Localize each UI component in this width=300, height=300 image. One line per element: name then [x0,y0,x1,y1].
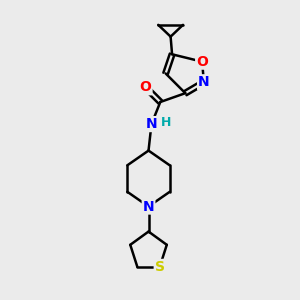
Text: H: H [161,116,171,129]
Text: N: N [198,75,210,89]
Text: N: N [146,117,157,131]
Text: N: N [143,200,154,214]
Text: S: S [155,260,165,274]
Text: O: O [196,55,208,69]
Text: O: O [140,80,152,94]
